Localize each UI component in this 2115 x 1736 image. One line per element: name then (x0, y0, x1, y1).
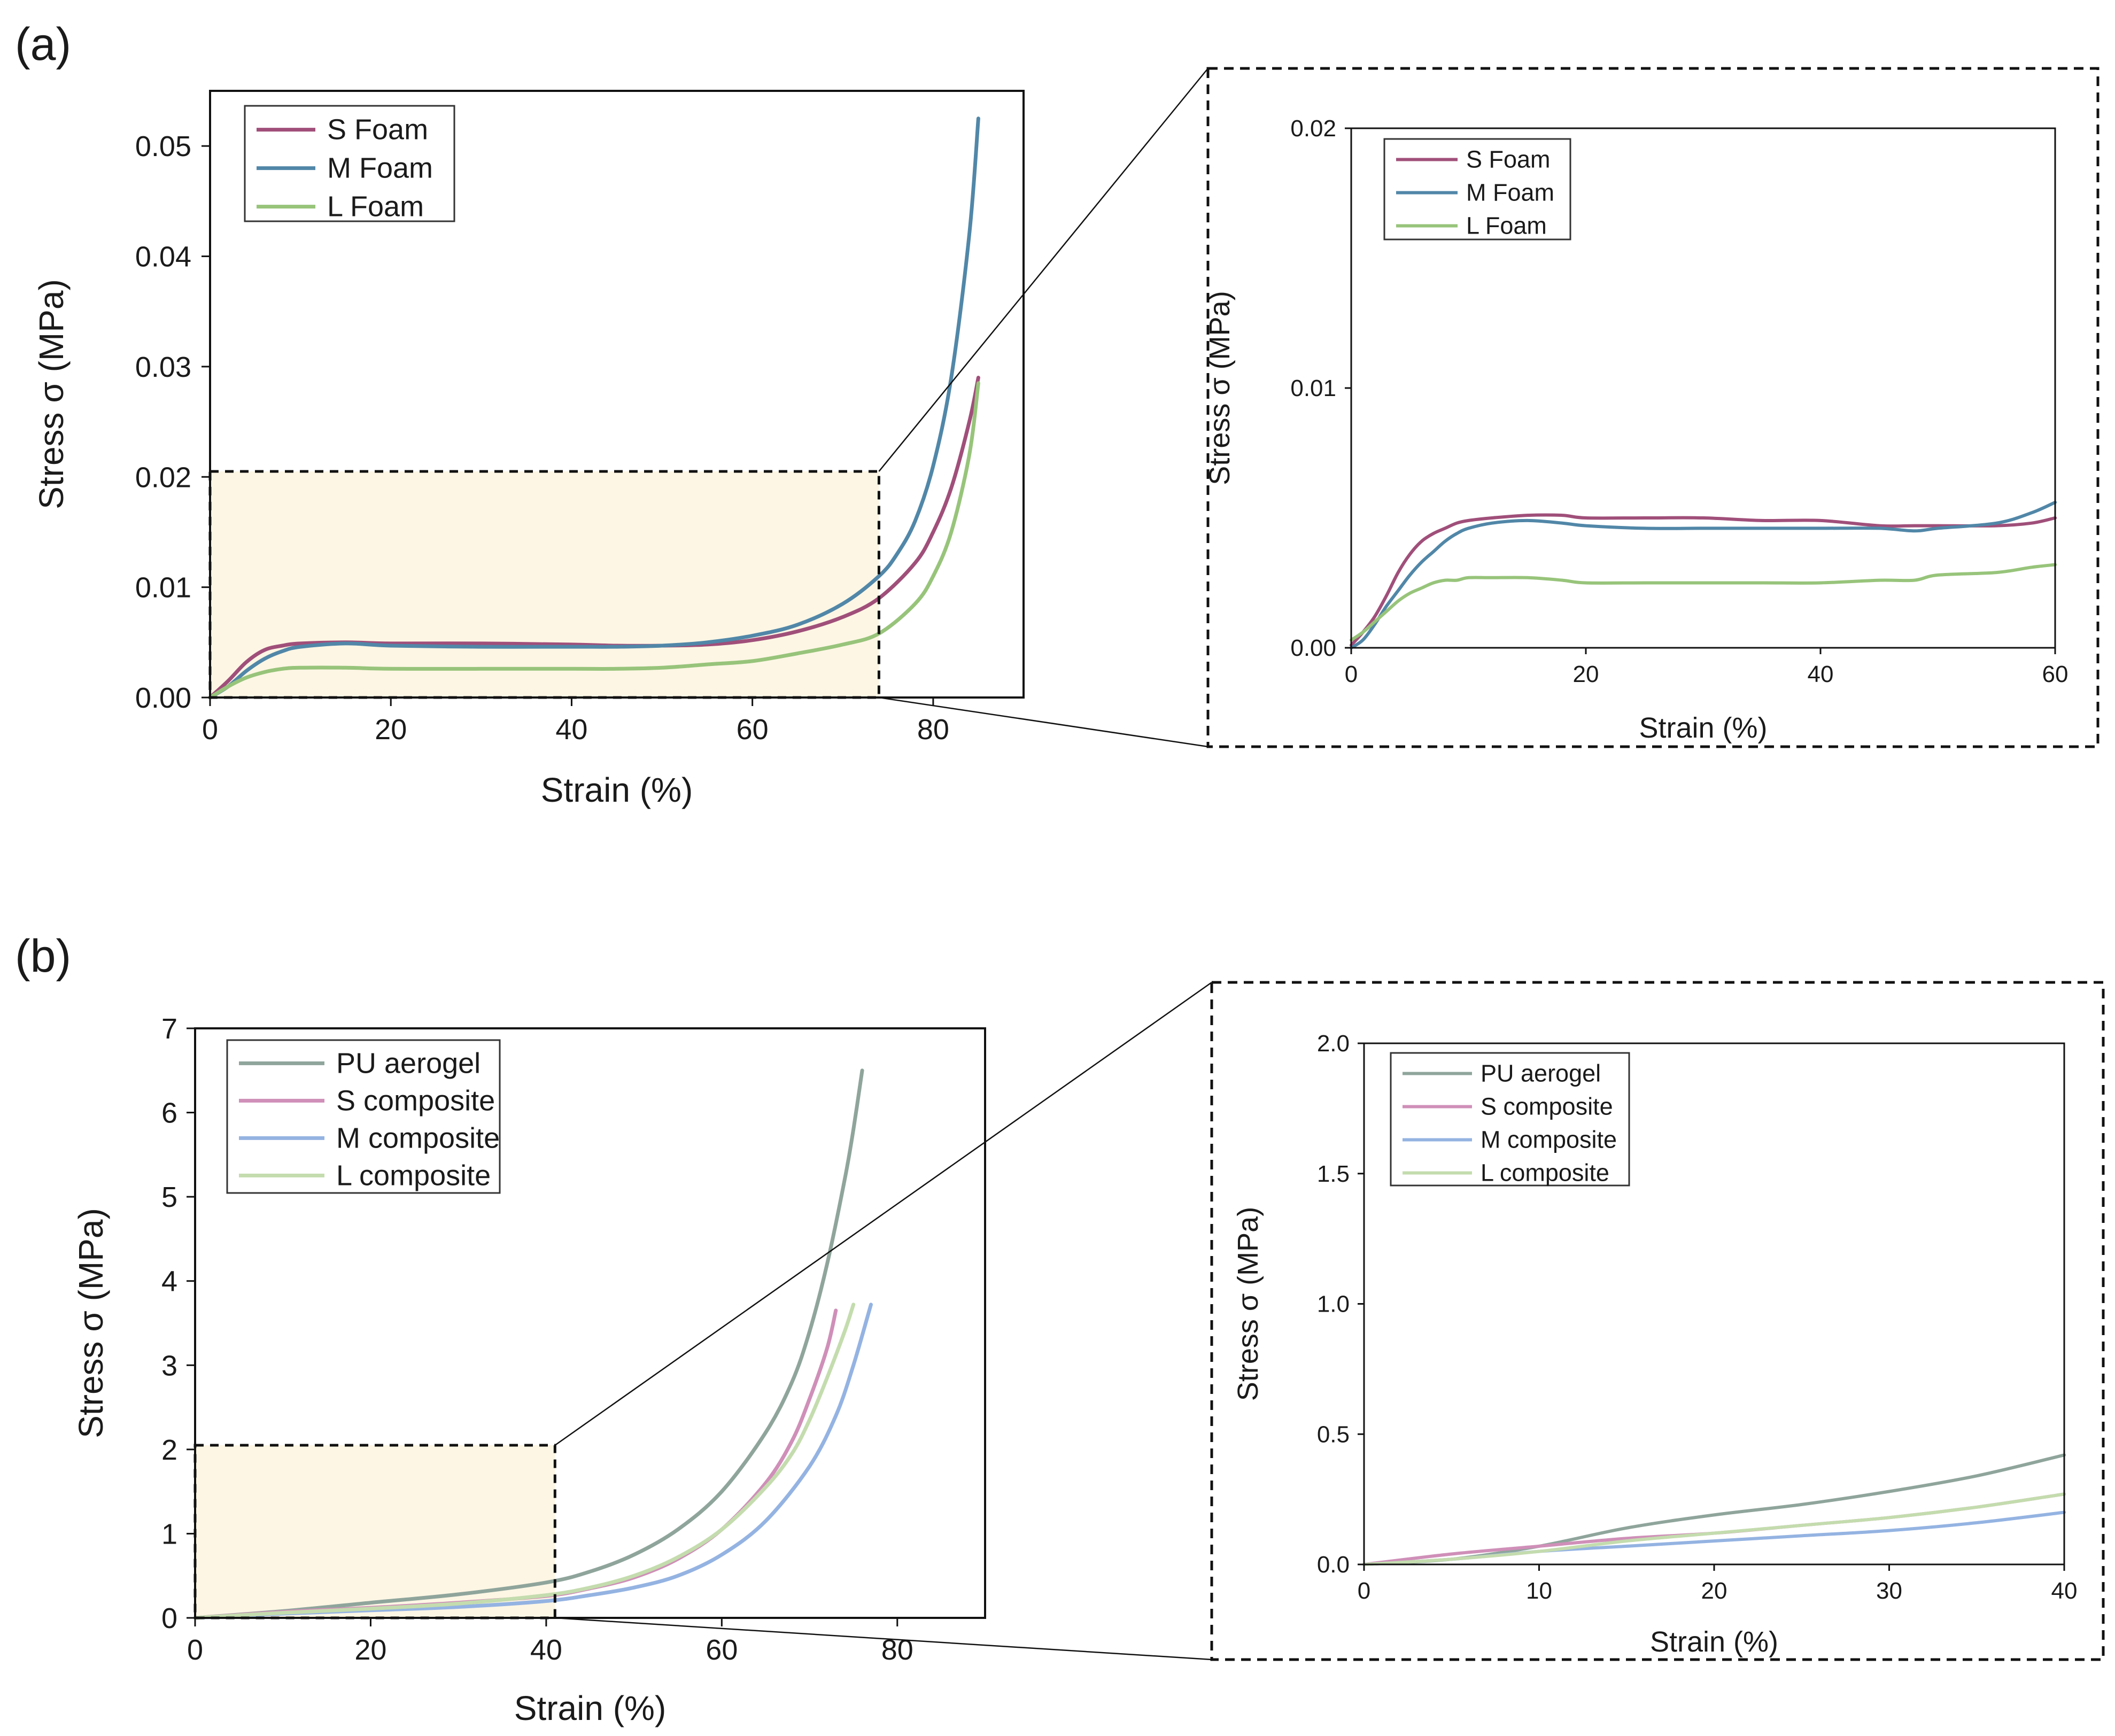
x-tick-label: 10 (1526, 1578, 1552, 1604)
legend-box (1383, 138, 1571, 241)
x-tick-label: 20 (354, 1634, 386, 1666)
x-tick-label: 40 (530, 1634, 562, 1666)
legend: PU aerogel S composite M composite L compos… (226, 1039, 501, 1194)
legend: PU aerogel S composite M composite L compos… (1390, 1052, 1630, 1187)
series-line-l-foam (208, 381, 980, 700)
y-tick-label: 2 (161, 1434, 177, 1466)
legend-label: M Foam (327, 152, 433, 184)
y-tick-label: 0.02 (135, 461, 191, 493)
y-tick-label: 0.04 (135, 241, 191, 273)
x-tick-label: 60 (706, 1634, 738, 1666)
legend-label: S composite (1481, 1092, 1613, 1120)
series-line-s-composite (1362, 1492, 2066, 1566)
zoom-region-fill (195, 1445, 555, 1618)
zoom-connector-bottom (555, 1617, 1212, 1661)
y-axis-label: Stress σ (MPa) (72, 1208, 110, 1438)
x-tick-label: 40 (1808, 661, 1834, 687)
legend-label: S composite (336, 1084, 495, 1117)
legend-label: L composite (336, 1159, 491, 1191)
y-tick-label: 1.0 (1317, 1291, 1350, 1318)
y-tick-label: 4 (161, 1266, 177, 1298)
legend-label: L Foam (327, 191, 424, 223)
legend-label: M composite (336, 1122, 500, 1154)
y-axis-label: Stress σ (MPa) (32, 279, 71, 509)
a-main-chart: (a) 0 20 40 60 80 0.00 0.01 0.02 0.03 0.04 0.05 Stra… (15, 19, 1025, 809)
legend-label: S Foam (1466, 145, 1551, 173)
zoom-connector-bottom (879, 696, 1208, 748)
series-line-l-composite (193, 1303, 856, 1620)
y-tick-label: 1.5 (1317, 1161, 1350, 1187)
legend-label: M composite (1481, 1126, 1617, 1153)
y-tick-label: 5 (161, 1181, 177, 1213)
legend-label: PU aerogel (1481, 1059, 1601, 1087)
x-tick-label: 20 (375, 714, 407, 746)
x-tick-label: 40 (2051, 1578, 2078, 1604)
x-tick-label: 60 (737, 714, 769, 746)
y-tick-label: 0.00 (135, 682, 191, 714)
zoom-connector-top (878, 68, 1208, 472)
y-tick-label: 2.0 (1317, 1030, 1350, 1057)
y-tick-label: 0.5 (1317, 1421, 1350, 1447)
zoom-region-fill (210, 471, 879, 698)
legend-label: S Foam (327, 114, 428, 146)
inset-frame (1210, 981, 2105, 1661)
b-inset-frame-group (554, 981, 2105, 1661)
legend-box (244, 105, 455, 222)
series-line-l-foam (1350, 563, 2057, 642)
series-line-m-foam (1350, 500, 2057, 649)
y-tick-label: 0.02 (1290, 115, 1336, 142)
plot-frame (194, 1027, 986, 1619)
legend: S Foam M Foam L Foam (1383, 138, 1571, 241)
x-tick-label: 0 (1345, 661, 1358, 687)
legend-label: L composite (1481, 1159, 1609, 1186)
x-axis-label: Strain (%) (1650, 1626, 1778, 1658)
legend: S Foam M Foam L Foam (244, 105, 455, 223)
y-tick-label: 6 (161, 1097, 177, 1129)
legend-label: M Foam (1466, 179, 1554, 206)
y-axis-label: Stress σ (MPa) (1204, 291, 1236, 485)
x-tick-label: 20 (1701, 1578, 1727, 1604)
x-tick-label: 30 (1876, 1578, 1902, 1604)
x-axis-label: Strain (%) (514, 1689, 667, 1727)
series-line-s-foam (1350, 513, 2057, 647)
zoom-connector-top (554, 981, 1212, 1446)
y-tick-label: 0.01 (1290, 375, 1336, 401)
y-tick-label: 0 (161, 1602, 177, 1634)
legend-box (226, 1039, 501, 1194)
y-tick-label: 0.00 (1290, 635, 1336, 661)
y-tick-label: 7 (161, 1013, 177, 1045)
y-tick-label: 1 (161, 1518, 177, 1550)
x-axis-label: Strain (%) (541, 771, 693, 809)
x-axis-label: Strain (%) (1639, 712, 1767, 744)
series-line-pu-aerogel (193, 1068, 864, 1620)
x-tick-label: 20 (1573, 661, 1599, 687)
y-axis-label: Stress σ (MPa) (1232, 1207, 1264, 1401)
series-line-l-composite (1362, 1492, 2066, 1566)
x-tick-label: 80 (917, 714, 949, 746)
legend-label: PU aerogel (336, 1047, 481, 1079)
x-tick-label: 40 (555, 714, 587, 746)
y-tick-label: 0.0 (1317, 1552, 1350, 1578)
x-tick-label: 0 (202, 714, 218, 746)
b-inset-chart: 0 10 20 30 40 0.0 0.5 1.0 1.5 2.0 Strain (%) Stress… (1232, 1030, 2077, 1658)
x-tick-label: 60 (2042, 661, 2068, 687)
panel-label: (a) (15, 19, 71, 70)
y-tick-label: 0.03 (135, 351, 191, 383)
y-tick-label: 0.01 (135, 572, 191, 604)
a-inset-chart: 0 20 40 60 0.00 0.01 0.02 Strain (%) Stress σ (M… (1204, 115, 2068, 744)
inset-frame (1206, 67, 2099, 748)
x-tick-label: 0 (1358, 1578, 1370, 1604)
legend-label: L Foam (1466, 212, 1547, 239)
x-tick-label: 0 (187, 1634, 203, 1666)
a-inset-frame-group (878, 67, 2099, 748)
panel-label: (b) (15, 931, 71, 982)
y-tick-label: 0.05 (135, 130, 191, 162)
y-tick-label: 3 (161, 1350, 177, 1382)
plot-frame (209, 90, 1025, 699)
series-line-m-foam (208, 117, 980, 700)
